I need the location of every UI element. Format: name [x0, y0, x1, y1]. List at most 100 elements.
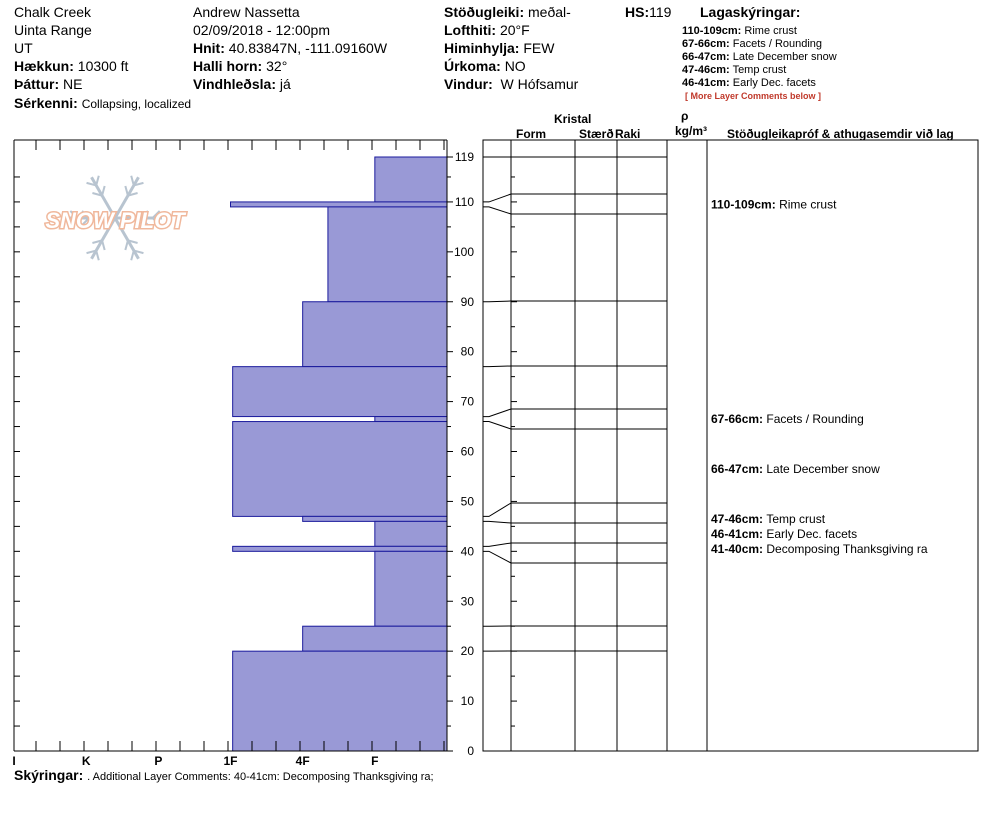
range: Uinta Range [14, 22, 92, 38]
aspect: Þáttur: NE [14, 76, 82, 92]
wind-loading: Vindhleðsla: já [193, 76, 291, 92]
depth-label: 20 [461, 644, 475, 658]
layer-note: 47-46cm: Temp crust [682, 64, 786, 76]
elevation-value: 10300 ft [77, 58, 129, 74]
layer-note: 46-41cm: Early Dec. facets [682, 77, 816, 89]
hardness-bar [232, 421, 448, 517]
location: Chalk Creek [14, 4, 92, 20]
layer-comment-text: Facets / Rounding [766, 412, 863, 426]
footer-label: Skýringar: [14, 767, 84, 783]
layer-note-text: Rime crust [744, 25, 797, 37]
size-header: Stærð [579, 127, 614, 141]
moisture-header: Raki [615, 127, 641, 141]
snowflake-branch [124, 185, 129, 196]
coords-value: 40.83847N, -111.09160W [228, 40, 388, 56]
layer-connector [483, 421, 512, 430]
aspect-value: NE [63, 76, 83, 92]
snowpilot-logo: SNOW PILOT [44, 175, 188, 261]
snowflake-branch [69, 217, 79, 226]
depth-label: 40 [461, 544, 475, 558]
snowflake-branch [101, 185, 106, 196]
crystal-header: Kristal [554, 112, 592, 126]
stability-tests-header: Stöðugleikapróf & athugasemdir við lag [727, 127, 954, 141]
snowflake-branch [81, 210, 90, 219]
density-unit-header: kg/m³ [675, 124, 708, 138]
wind-label: Vindur: [444, 76, 493, 92]
slope-label: Halli horn: [193, 58, 263, 74]
slope-value: 32° [266, 58, 288, 74]
hardness-bar [232, 650, 448, 752]
air-temp: Lofthiti: 20°F [444, 22, 530, 38]
precip-value: NO [504, 58, 526, 74]
snowflake-branch [95, 250, 100, 261]
depth-label: 119 [455, 150, 474, 164]
depth-label: 60 [461, 445, 475, 459]
wind-loading-label: Vindhleðsla: [193, 76, 276, 92]
datetime: 02/09/2018 - 12:00pm [193, 22, 330, 38]
stability-label: Stöðugleiki: [444, 4, 525, 20]
layer-connector [483, 520, 512, 524]
layer-note-range: 66-47cm: [682, 51, 730, 63]
layer-connector [483, 408, 512, 418]
wind-value: W Hófsamur [500, 76, 579, 92]
snowflake-branch [92, 192, 103, 197]
layer-comment-text: Rime crust [779, 197, 837, 211]
state: UT [14, 40, 33, 56]
hardness-tick-label: F [371, 754, 378, 768]
layer-connector [483, 206, 512, 215]
hardness-bars [230, 156, 448, 752]
elevation-label: Hækkun: [14, 58, 74, 74]
sky: Himinhylja: FEW [444, 40, 554, 56]
aspect-label: Þáttur: [14, 76, 60, 92]
depth-label: 30 [461, 594, 475, 608]
form-header: Form [516, 127, 546, 141]
layer-comment-range: 110-109cm: [711, 197, 779, 211]
layer-comment-range: 46-41cm: [711, 527, 766, 541]
precip-label: Úrkoma: [444, 58, 501, 74]
hardness-bar [230, 201, 448, 208]
air-temp-value: 20°F [499, 22, 530, 38]
hardness-bar [302, 515, 448, 522]
air-temp-label: Lofthiti: [444, 22, 497, 38]
snowflake-branch [133, 249, 144, 255]
snowflake-branch [130, 250, 135, 261]
snowflake-arm [90, 176, 117, 219]
layer-grid: 0 10 20 30 40 50 60 70 80 90 100 110 119 110-109cm: R… [447, 139, 979, 758]
layer-note-text: Facets / Rounding [732, 38, 823, 50]
layer-comment-text: Temp crust [766, 512, 825, 526]
hs-label: HS: [625, 4, 650, 20]
layer-comment: 110-109cm: Rime crust [711, 197, 837, 211]
hardness-bar [374, 520, 448, 547]
footer: Skýringar: . Additional Layer Comments: … [14, 767, 434, 783]
layer-comment-text: Decomposing Thanksgiving ra [766, 542, 928, 556]
hardness-bar [374, 416, 448, 423]
snowflake-branch [124, 240, 129, 251]
depth-label: 0 [467, 744, 474, 758]
stability-value: meðal- [528, 4, 571, 20]
layer-comment-range: 41-40cm: [711, 542, 766, 556]
slope: Halli horn: 32° [193, 58, 287, 74]
hardness-bar [374, 550, 448, 627]
observer: Andrew Nassetta [193, 4, 300, 20]
depth-label: 80 [461, 345, 475, 359]
snowflake-branch [86, 249, 97, 255]
layer-connector [483, 365, 512, 368]
rho-header: ρ [681, 109, 689, 123]
sky-value: FEW [523, 40, 555, 56]
layer-comment: 46-41cm: Early Dec. facets [711, 527, 857, 541]
wind: Vindur: W Hófsamur [444, 76, 578, 92]
hardness-tick-label: 4F [296, 754, 310, 768]
snowflake-branch [133, 181, 144, 187]
coords-label: Hnit: [193, 40, 225, 56]
depth-label: 90 [461, 295, 475, 309]
snowflake-branch [130, 175, 135, 186]
layer-connector [483, 502, 512, 517]
hardness-bar [327, 206, 448, 303]
layer-note-range: 110-109cm: [682, 25, 742, 37]
more-comments-link[interactable]: [ More Layer Comments below ] [685, 91, 822, 101]
profile-axes: I K P 1F 4F F [12, 139, 448, 768]
hs: HS:119 [625, 4, 671, 20]
snowflake-branch [140, 210, 149, 219]
snowflake-branch [151, 217, 161, 226]
hardness-tick-label: P [154, 754, 162, 768]
